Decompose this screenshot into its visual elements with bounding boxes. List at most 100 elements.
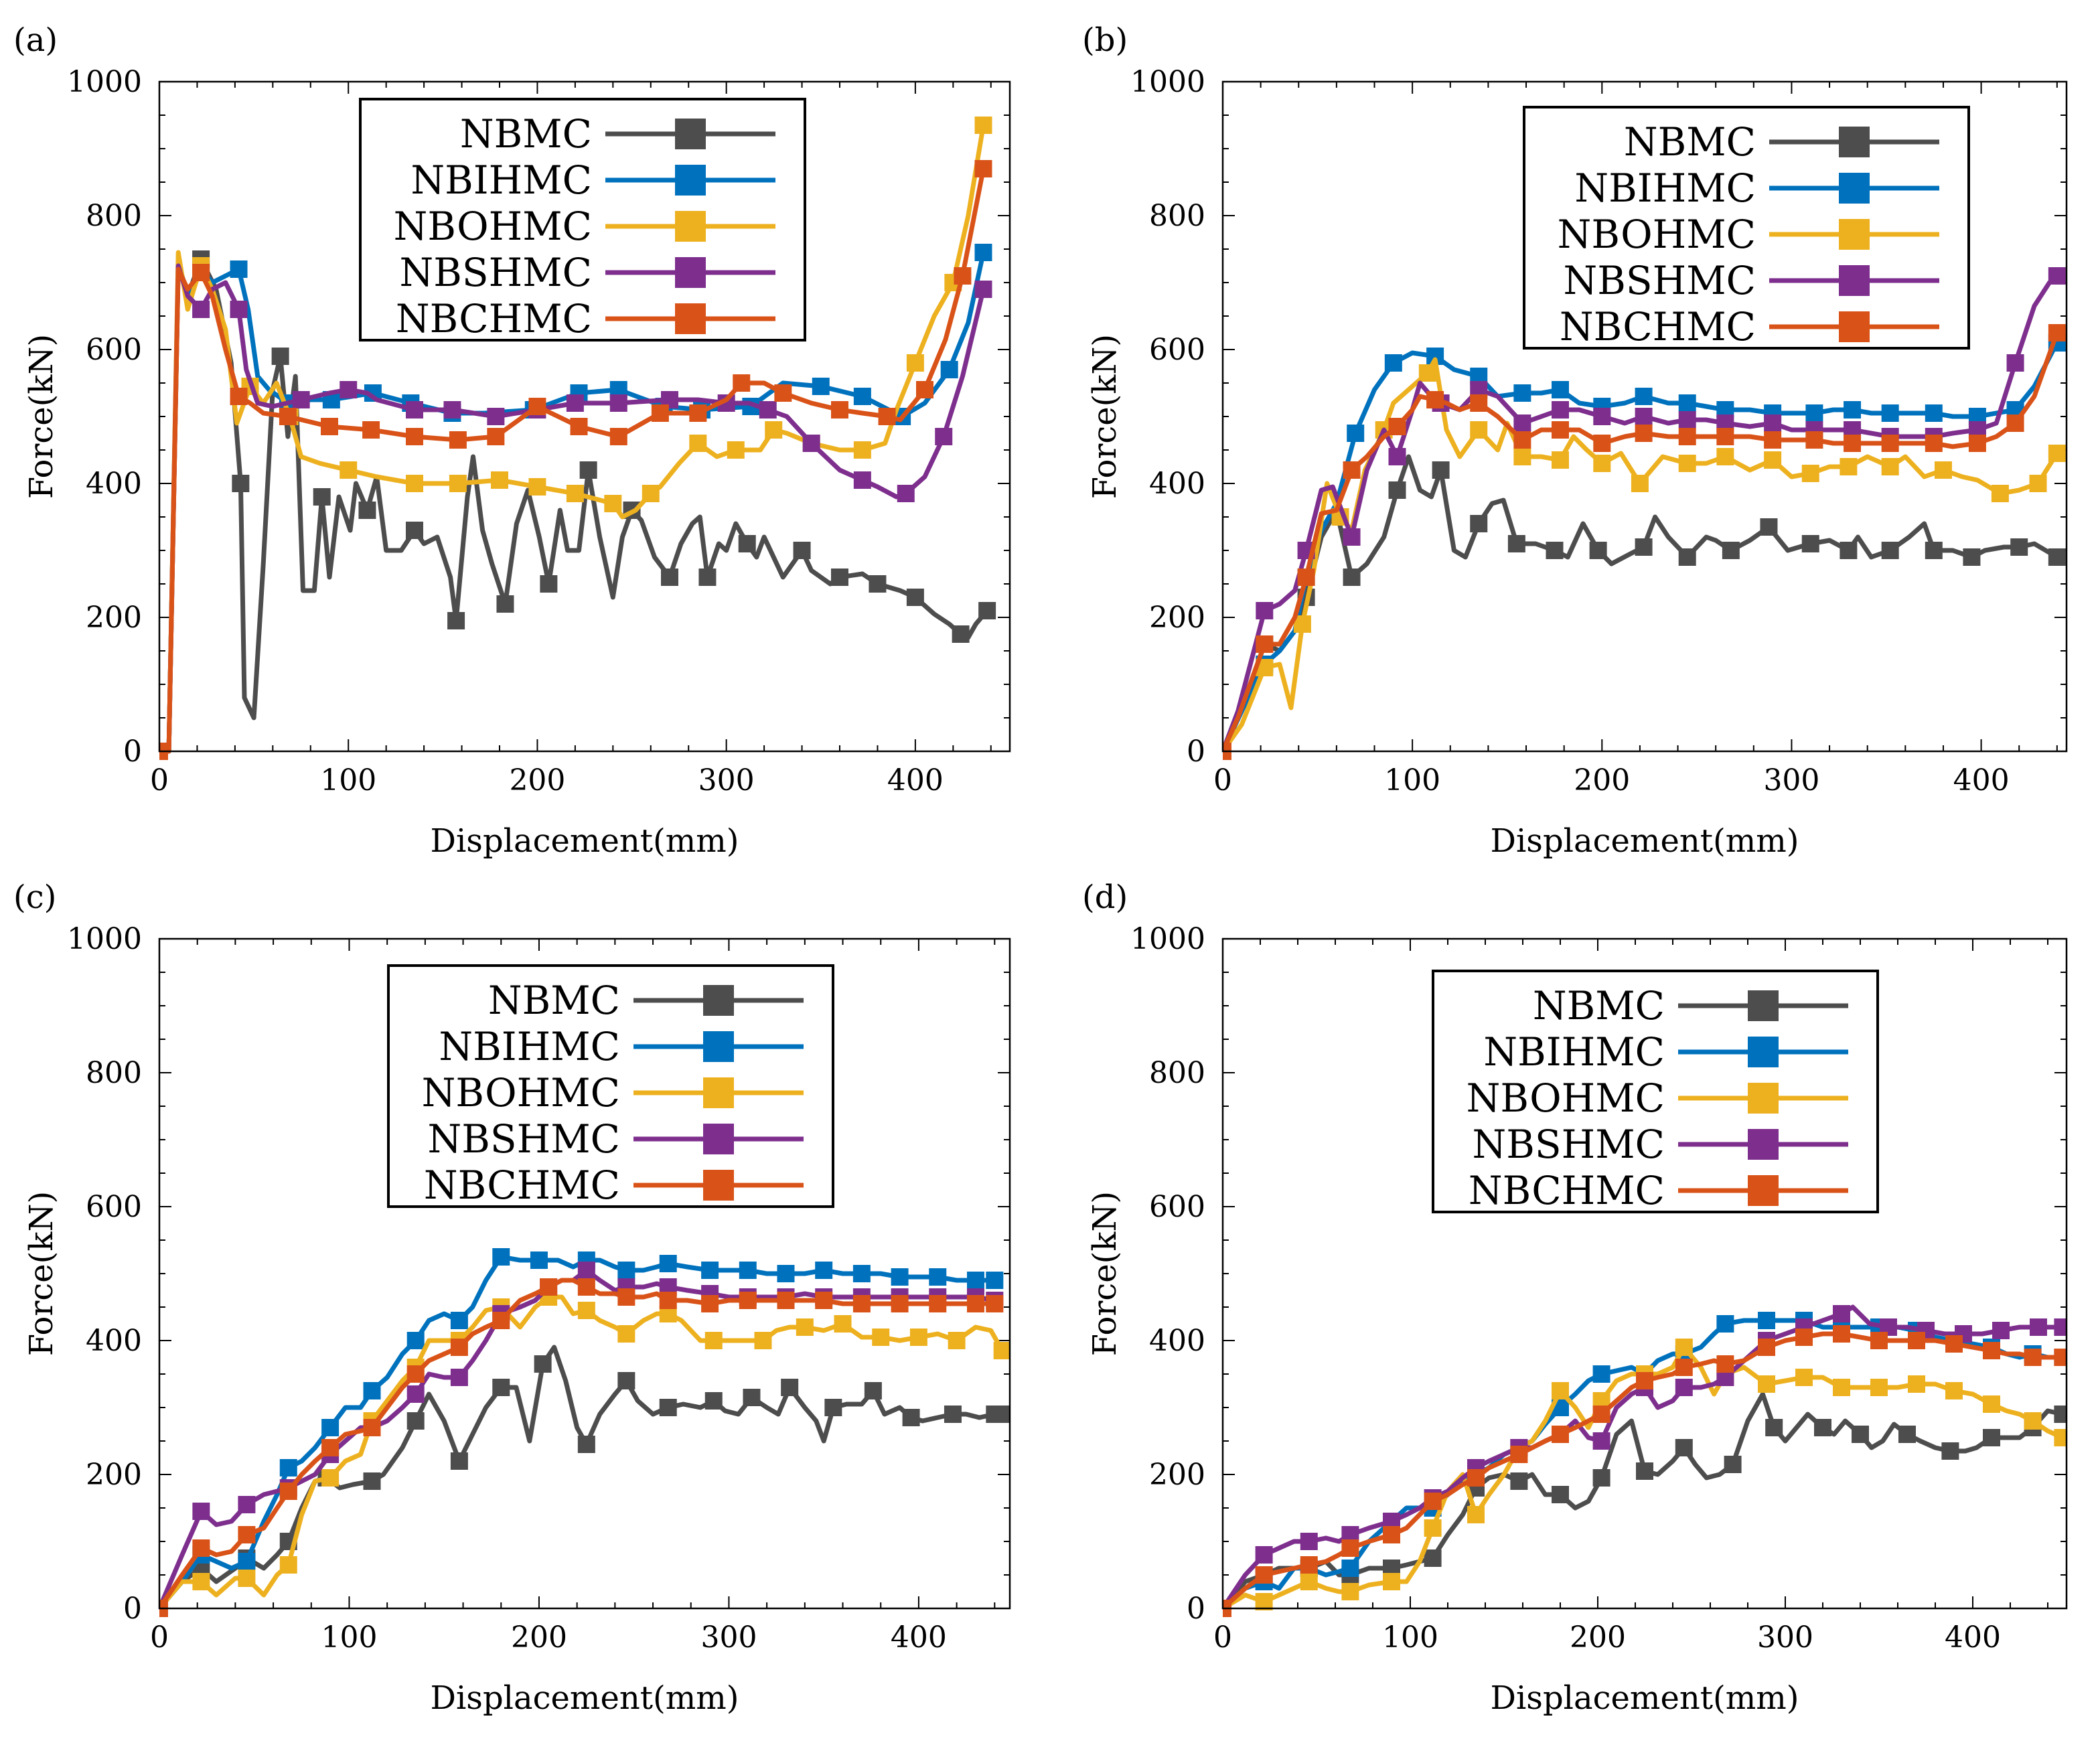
data-point-nbohmc [906,354,924,372]
data-point-nbihmc [739,1262,757,1279]
x-tick-label: 0 [1213,763,1232,798]
data-point-nbchmc [1795,1329,1813,1346]
data-point-nbchmc [487,428,505,445]
series-line-nbmc [1223,454,2060,754]
data-point-nbchmc [689,404,707,422]
data-point-nbohmc [1678,455,1696,472]
data-point-nbohmc [1801,465,1819,482]
x-tick-label: 0 [150,763,169,798]
data-point-nbihmc [321,1419,340,1436]
legend-marker-nbchmc [703,1170,734,1201]
data-point-nbchmc [1470,394,1488,412]
data-point-nbohmc [1470,421,1488,439]
x-tick-label: 300 [1757,1620,1813,1655]
legend-label-nbohmc: NBOHMC [1558,212,1756,257]
data-point-nbohmc [1758,1375,1775,1393]
data-point-nbohmc [604,495,622,512]
data-point-nbohmc [1881,458,1899,475]
data-point-nbchmc [1675,1359,1693,1376]
data-point-nbmc [313,488,331,506]
legend-label-nbihmc: NBIHMC [439,1024,620,1069]
data-point-nbmc [1343,568,1361,586]
data-point-nbmc [492,1379,510,1396]
y-tick-label: 600 [86,333,142,367]
data-point-nbmc [363,1472,381,1490]
data-point-nbshmc [2054,1318,2067,1336]
y-tick-label: 600 [1149,1190,1205,1224]
data-point-nbihmc [1384,354,1402,372]
x-tick-label: 300 [698,763,755,798]
x-tick-label: 300 [700,1620,757,1655]
data-point-nbihmc [777,1265,795,1282]
data-point-nbchmc [774,384,792,402]
data-point-nbmc [1546,542,1564,559]
data-point-nbchmc [279,408,297,425]
data-point-nbohmc [2048,445,2066,462]
data-point-nbmc [1983,1429,2000,1446]
data-point-nbihmc [1716,1315,1734,1333]
data-point-nbshmc [759,401,777,419]
data-point-nbchmc [321,1439,340,1456]
data-point-nbmc [661,568,678,586]
data-point-nbohmc [566,485,584,502]
data-point-nbohmc [765,421,783,439]
data-point-nbihmc [530,1251,548,1269]
data-point-nbohmc [1383,1573,1400,1590]
legend-label-nbchmc: NBCHMC [424,1162,620,1208]
data-point-nbmc [831,568,848,586]
data-point-nbshmc [1343,528,1361,546]
data-point-nbmc [944,1406,962,1423]
data-point-nbmc [1722,542,1740,559]
panel-label: (d) [1082,879,1128,916]
data-point-nbihmc [852,1265,871,1282]
x-tick-label: 400 [887,763,944,798]
data-point-nbihmc [815,1262,833,1279]
y-axis-title: Force(kN) [23,1191,60,1356]
y-tick-label: 600 [86,1190,142,1224]
data-point-nbmc [986,1406,1004,1423]
data-point-nbchmc [279,1483,297,1500]
y-tick-label: 400 [1149,1324,1205,1358]
data-point-nbchmc [1510,1446,1528,1463]
data-point-nbohmc [993,1342,1010,1359]
data-point-nbchmc [1805,431,1823,449]
data-point-nbihmc [1347,425,1365,442]
data-point-nbchmc [1635,425,1653,442]
series-nbihmc [159,1248,1004,1617]
legend-marker-nbohmc [703,1077,734,1108]
data-point-nbohmc [1467,1506,1485,1523]
data-point-nbmc [1724,1456,1742,1473]
data-point-nbchmc [1716,1355,1734,1373]
data-point-nbchmc [659,1292,677,1309]
x-tick-label: 300 [1763,763,1819,798]
legend-marker-nbchmc [1839,311,1870,342]
data-point-nbchmc [1881,435,1899,452]
data-point-nbmc [2010,538,2028,556]
legend-label-nbmc: NBMC [1533,983,1665,1029]
y-axis-title: Force(kN) [1086,1191,1124,1356]
data-point-nbchmc [891,1295,909,1312]
x-tick-label: 400 [891,1620,947,1655]
data-point-nbohmc [872,1329,890,1346]
data-point-nbmc [1675,1439,1693,1456]
data-point-nbchmc [651,404,669,422]
data-point-nbchmc [852,1295,871,1312]
data-point-nbchmc [701,1295,719,1312]
data-point-nbohmc [1795,1369,1813,1386]
data-point-nbmc [1881,542,1899,559]
legend-label-nbchmc: NBCHMC [1560,304,1756,350]
data-point-nbchmc [916,381,933,398]
data-point-nbmc [2048,548,2066,566]
data-point-nbchmc [1764,431,1782,449]
data-point-nbmc [1852,1426,1869,1443]
data-point-nbchmc [1592,1406,1610,1423]
data-point-nbchmc [777,1292,795,1309]
x-tick-label: 100 [1384,763,1440,798]
data-point-nbmc [659,1399,677,1416]
data-point-nbmc [358,502,376,519]
data-point-nbmc [824,1399,842,1416]
data-point-nbmc [1941,1442,1959,1460]
data-point-nbohmc [577,1302,595,1319]
legend-marker-nbmc [675,119,706,149]
